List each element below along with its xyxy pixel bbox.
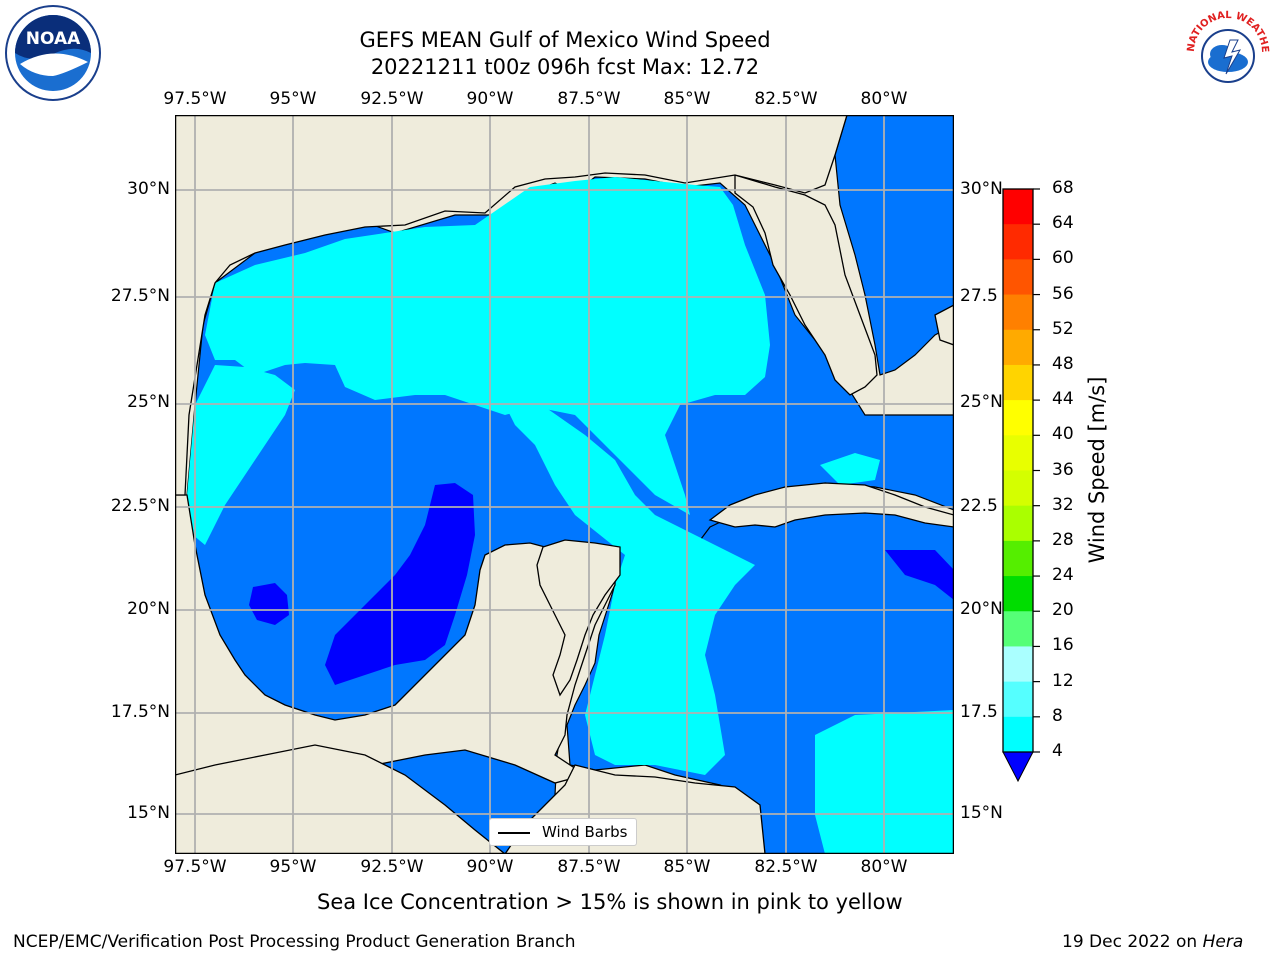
lat-tick-left: 25°N: [127, 392, 170, 412]
cyan-region-east: [820, 453, 880, 485]
colorbar-tick-label: 64: [1052, 213, 1074, 234]
colorbar-tick-label: 60: [1052, 248, 1074, 269]
colorbar-tick-label: 20: [1052, 600, 1074, 621]
date-text: 19 Dec 2022 on: [1062, 932, 1203, 952]
noaa-logo-text: NOAA: [26, 29, 81, 49]
lon-tick-bottom: 90°W: [466, 857, 514, 877]
low-wind-region-small: [249, 583, 289, 625]
legend-line-swatch: [498, 832, 530, 834]
colorbar-segment: [1003, 646, 1033, 683]
lat-tick-right: 30°N: [960, 179, 1003, 199]
colorbar-segment: [1003, 470, 1033, 507]
colorbar-segment: [1003, 189, 1033, 225]
lon-tick-top: 87.5°W: [557, 89, 621, 109]
colorbar-tick-label: 52: [1052, 318, 1074, 339]
machine-name: Hera: [1202, 932, 1244, 952]
land-central-america: [175, 744, 507, 854]
lon-tick-bottom: 87.5°W: [557, 857, 621, 877]
colorbar-segment: [1003, 294, 1033, 331]
lat-tick-left: 22.5°N: [110, 496, 170, 516]
colorbar-tick-label: 40: [1052, 424, 1074, 445]
gridlines: [175, 115, 954, 854]
colorbar-tick-label: 4: [1052, 741, 1063, 761]
legend-label: Wind Barbs: [542, 823, 628, 841]
map-plot: [175, 115, 954, 854]
colorbar-segment: [1003, 716, 1033, 753]
date-line: 19 Dec 2022 on Hera: [1062, 932, 1243, 952]
cyan-region-north: [205, 177, 770, 515]
lat-tick-right: 17.5: [960, 702, 998, 722]
lat-tick-right: 25°N: [960, 392, 1003, 412]
colorbar-axis-label: Wind Speed [m/s]: [1085, 376, 1109, 564]
land-bahamas-area: [934, 304, 954, 346]
low-wind-region-east: [885, 550, 954, 600]
lon-tick-top: 80°W: [860, 89, 908, 109]
colorbar-tick-label: 68: [1052, 178, 1074, 198]
cyan-region-west: [187, 365, 295, 545]
colorbar-segment: [1003, 611, 1033, 647]
lon-tick-bottom: 80°W: [860, 857, 908, 877]
lon-tick-top: 97.5°W: [163, 89, 227, 109]
atlantic-water: [834, 115, 954, 376]
land-cuba: [708, 482, 954, 528]
colorbar-tick-label: 12: [1052, 670, 1074, 691]
colorbar-tick-label: 16: [1052, 635, 1074, 656]
colorbar-tick-label: 48: [1052, 353, 1074, 374]
lat-tick-left: 27.5°N: [110, 286, 170, 306]
colorbar-segment: [1003, 576, 1033, 612]
lon-tick-bottom: 92.5°W: [360, 857, 424, 877]
chart-subtitle: 20221211 t00z 096h fcst Max: 12.72: [370, 55, 760, 79]
colorbar-segment: [1003, 681, 1033, 718]
colorbar-tick-label: 56: [1052, 283, 1074, 304]
nws-logo: NATIONAL WEATHER SERVICE: [1176, 0, 1276, 100]
colorbar-extend-triangle: [1002, 751, 1034, 783]
colorbar-tick-label: 24: [1052, 565, 1074, 586]
cyan-region-central: [505, 405, 755, 775]
colorbar-tick-label: 32: [1052, 494, 1074, 515]
chart-title: GEFS MEAN Gulf of Mexico Wind Speed: [359, 28, 771, 52]
lat-tick-left: 20°N: [127, 599, 170, 619]
lat-tick-right: 15°N: [960, 803, 1003, 823]
land-north-coast: [175, 115, 848, 496]
colorbar-segment: [1003, 329, 1033, 366]
colorbar-segment: [1003, 435, 1033, 471]
colorbar-segment: [1003, 224, 1033, 260]
lon-tick-bottom: 97.5°W: [163, 857, 227, 877]
colorbar-tick-label: 8: [1052, 705, 1063, 726]
colorbar-segment: [1003, 505, 1033, 542]
credit-line: NCEP/EMC/Verification Post Processing Pr…: [13, 932, 576, 952]
colorbar-segment: [1003, 364, 1033, 401]
lon-tick-top: 85°W: [663, 89, 711, 109]
lon-tick-bottom: 95°W: [269, 857, 317, 877]
low-wind-region-bay-of-campeche: [325, 483, 475, 685]
colorbar-segment: [1003, 259, 1033, 296]
lat-tick-left: 15°N: [127, 803, 170, 823]
colorbar-segment: [1003, 540, 1033, 577]
lat-tick-left: 17.5°N: [110, 702, 170, 722]
wind-barbs-legend: Wind Barbs: [489, 818, 637, 846]
colorbar: [1002, 188, 1040, 783]
lon-tick-top: 95°W: [269, 89, 317, 109]
colorbar-tick-label: 36: [1052, 459, 1074, 480]
lon-tick-top: 82.5°W: [754, 89, 818, 109]
noaa-logo: NOAA: [4, 4, 102, 102]
colorbar-tick-label: 44: [1052, 389, 1074, 410]
lon-tick-bottom: 82.5°W: [754, 857, 818, 877]
lat-tick-right: 20°N: [960, 599, 1003, 619]
lat-tick-right: 27.5: [960, 286, 998, 306]
colorbar-tick-label: 28: [1052, 529, 1074, 550]
lat-tick-left: 30°N: [127, 179, 170, 199]
land-florida: [734, 174, 878, 396]
lon-tick-top: 92.5°W: [360, 89, 424, 109]
colorbar-segment: [1003, 400, 1033, 436]
lat-tick-right: 22.5: [960, 496, 998, 516]
sea-ice-caption: Sea Ice Concentration > 15% is shown in …: [317, 890, 903, 914]
lon-tick-top: 90°W: [466, 89, 514, 109]
lon-tick-bottom: 85°W: [663, 857, 711, 877]
